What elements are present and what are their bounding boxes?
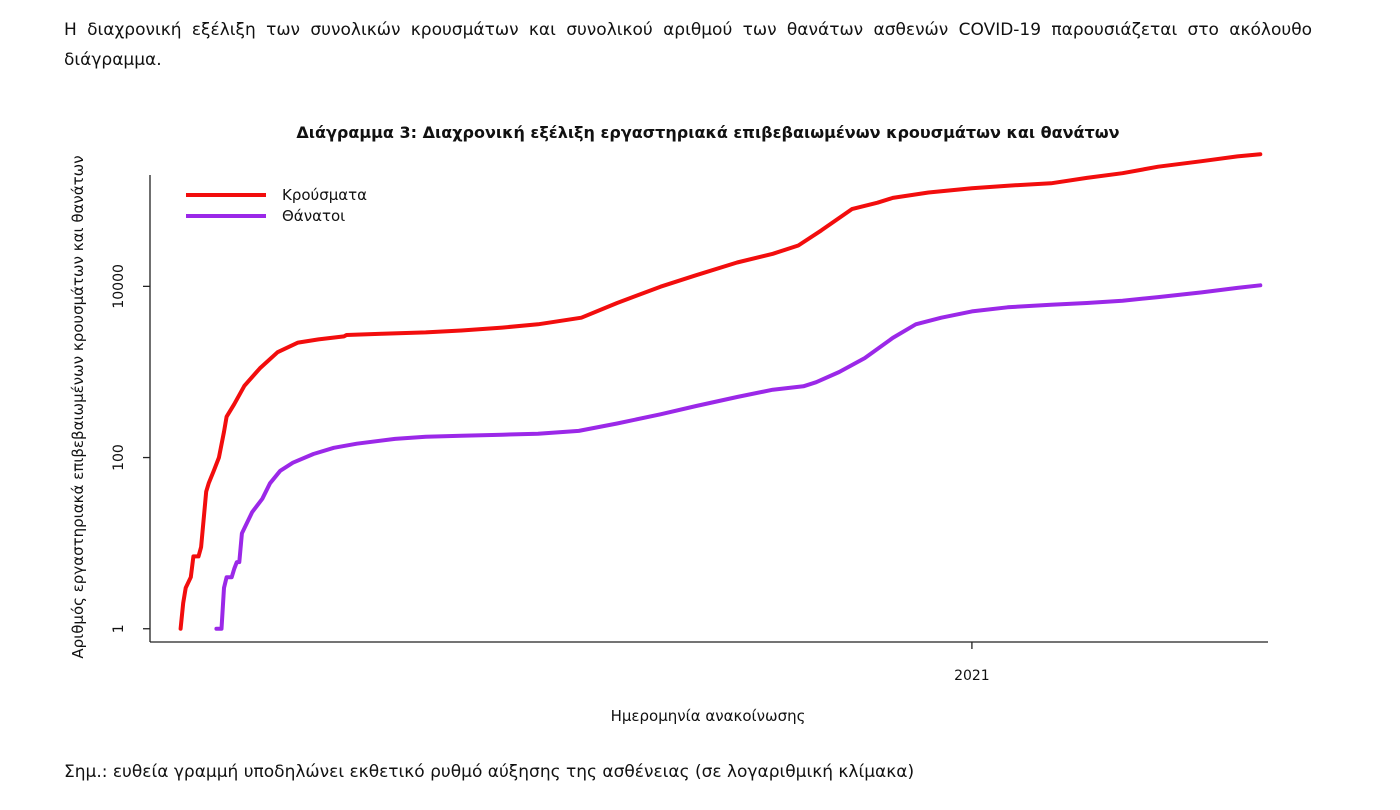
x-axis-label: Ημερομηνία ανακοίνωσης bbox=[611, 707, 806, 725]
x-tick-label: 2021 bbox=[954, 668, 990, 684]
chart-note: Σημ.: ευθεία γραμμή υποδηλώνει εκθετικό … bbox=[64, 762, 915, 782]
series-line-2 bbox=[214, 283, 1263, 631]
chart-legend: Κρούσματα Θάνατοι bbox=[186, 186, 367, 225]
y-tick-label: 10000 bbox=[111, 264, 127, 309]
intro-paragraph: Η διαχρονική εξέλιξη των συνολικών κρουσ… bbox=[64, 20, 1312, 70]
y-tick-label: 100 bbox=[111, 444, 127, 471]
chart-title: Διάγραμμα 3: Διαχρονική εξέλιξη εργαστηρ… bbox=[296, 123, 1119, 142]
chart-series bbox=[178, 152, 1263, 631]
series-line-1 bbox=[178, 152, 1263, 631]
legend-label: Θάνατοι bbox=[282, 207, 345, 225]
chart-axes: 1 100 10000 2021 bbox=[111, 175, 1268, 684]
legend-label: Κρούσματα bbox=[282, 186, 367, 204]
y-axis-label: Αριθμός εργαστηριακά επιβεβαιωμένων κρου… bbox=[69, 155, 87, 658]
y-tick-label: 1 bbox=[111, 624, 127, 633]
